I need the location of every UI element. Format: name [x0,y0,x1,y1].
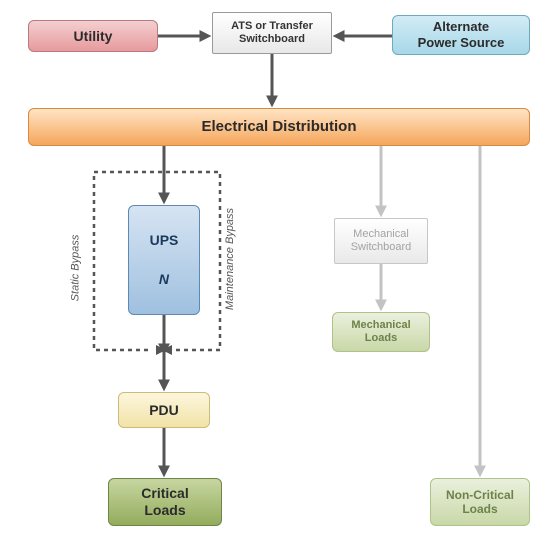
node-electrical-distribution: Electrical Distribution [28,108,530,146]
label: Utility [74,28,113,45]
label: Critical Loads [141,485,188,519]
label: Non-Critical Loads [446,488,514,517]
node-utility: Utility [28,20,158,52]
label-maintenance-bypass: Maintenance Bypass [224,208,236,310]
label-static-bypass: Static Bypass [69,235,81,302]
sublabel: N [159,271,169,288]
label: PDU [149,402,179,419]
node-mechanical-switchboard: Mechanical Switchboard [334,218,428,264]
label: UPS [150,232,179,249]
node-critical-loads: Critical Loads [108,478,222,526]
label: ATS or Transfer Switchboard [231,20,313,46]
node-ats-switchboard: ATS or Transfer Switchboard [212,12,332,54]
node-mechanical-loads: Mechanical Loads [332,312,430,352]
node-pdu: PDU [118,392,210,428]
node-alternate-power-source: Alternate Power Source [392,15,530,55]
label: Mechanical Switchboard [351,228,412,254]
label: Alternate Power Source [418,19,505,50]
label: Mechanical Loads [351,319,410,345]
label: Electrical Distribution [201,118,356,136]
node-ups: UPS N [128,205,200,315]
node-non-critical-loads: Non-Critical Loads [430,478,530,526]
